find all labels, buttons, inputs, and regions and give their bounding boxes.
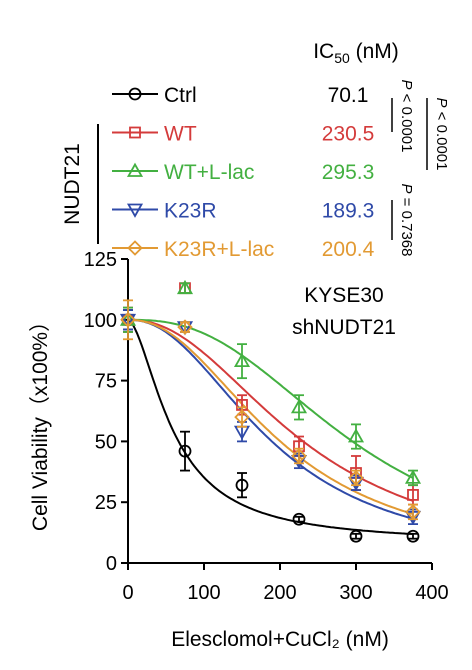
- x-tick-label: 400: [415, 582, 448, 604]
- data-point: [176, 279, 194, 295]
- data-point: [349, 529, 363, 543]
- x-tick-label: 0: [122, 582, 133, 604]
- x-tick-label: 200: [263, 582, 296, 604]
- x-tick-label: 100: [187, 582, 220, 604]
- data-point: [348, 470, 364, 486]
- p-value: P = 0.7368: [398, 184, 415, 257]
- chart-annotation: KYSE30: [304, 284, 383, 307]
- ic50-value: 70.1: [328, 84, 369, 107]
- y-tick-label: 125: [84, 249, 117, 271]
- data-marks: [119, 279, 422, 543]
- fit-curve: [128, 318, 414, 479]
- data-point: [291, 448, 307, 464]
- fit-curve: [128, 318, 414, 516]
- ic50-value: 189.3: [322, 200, 375, 223]
- legend-label: WT+L-lac: [164, 161, 254, 184]
- p-value: P < 0.0001: [398, 80, 415, 153]
- y-tick-label: 100: [84, 310, 117, 332]
- fit-curve: [128, 318, 414, 502]
- data-point: [234, 409, 250, 425]
- data-point: [177, 319, 193, 335]
- data-point: [292, 512, 306, 526]
- ic50-value: 200.4: [322, 238, 375, 261]
- y-tick-label: 0: [106, 553, 117, 575]
- legend-label: K23R+L-lac: [164, 238, 274, 261]
- fit-curve: [127, 318, 414, 535]
- y-tick-label: 50: [95, 431, 117, 453]
- data-point: [405, 504, 421, 520]
- data-point: [347, 428, 365, 443]
- y-axis-label: Cell Viability（x100%）: [29, 311, 52, 531]
- data-point: [126, 203, 144, 218]
- legend-label: WT: [164, 123, 197, 146]
- data-point: [126, 162, 144, 177]
- data-point: [129, 126, 141, 139]
- ic50-value: 230.5: [322, 123, 375, 146]
- data-point: [404, 469, 422, 484]
- fit-curve: [128, 318, 414, 520]
- data-point: [290, 399, 308, 414]
- chart-annotation: shNUDT21: [292, 316, 396, 339]
- data-point: [127, 240, 143, 256]
- data-point: [128, 87, 142, 101]
- data-point: [407, 489, 419, 501]
- ic50-value: 295.3: [322, 161, 375, 184]
- x-tick-label: 300: [339, 582, 372, 604]
- plot-area: 0 100 200 300 400 0 25 50 75 100 125 Elesclomol+CuC…: [29, 249, 449, 651]
- ic50-header: IC50 (nM): [313, 40, 399, 66]
- data-point: [235, 478, 249, 492]
- data-point: [406, 529, 420, 543]
- data-point: [233, 352, 251, 368]
- legend-label: K23R: [164, 200, 217, 223]
- group-label: NUDT21: [61, 143, 84, 225]
- legend: IC50 (nM) Ctrl 70.1 WT 230.5 WT+L-lac 295.3 K23…: [61, 40, 450, 261]
- legend-label: Ctrl: [164, 84, 197, 107]
- x-axis-label: Elesclomol+CuCl₂ (nM): [171, 628, 389, 651]
- y-tick-label: 25: [95, 492, 117, 514]
- data-point: [178, 444, 192, 458]
- y-tick-label: 75: [95, 371, 117, 393]
- data-point: [120, 312, 136, 328]
- p-value: P < 0.0001: [433, 98, 450, 171]
